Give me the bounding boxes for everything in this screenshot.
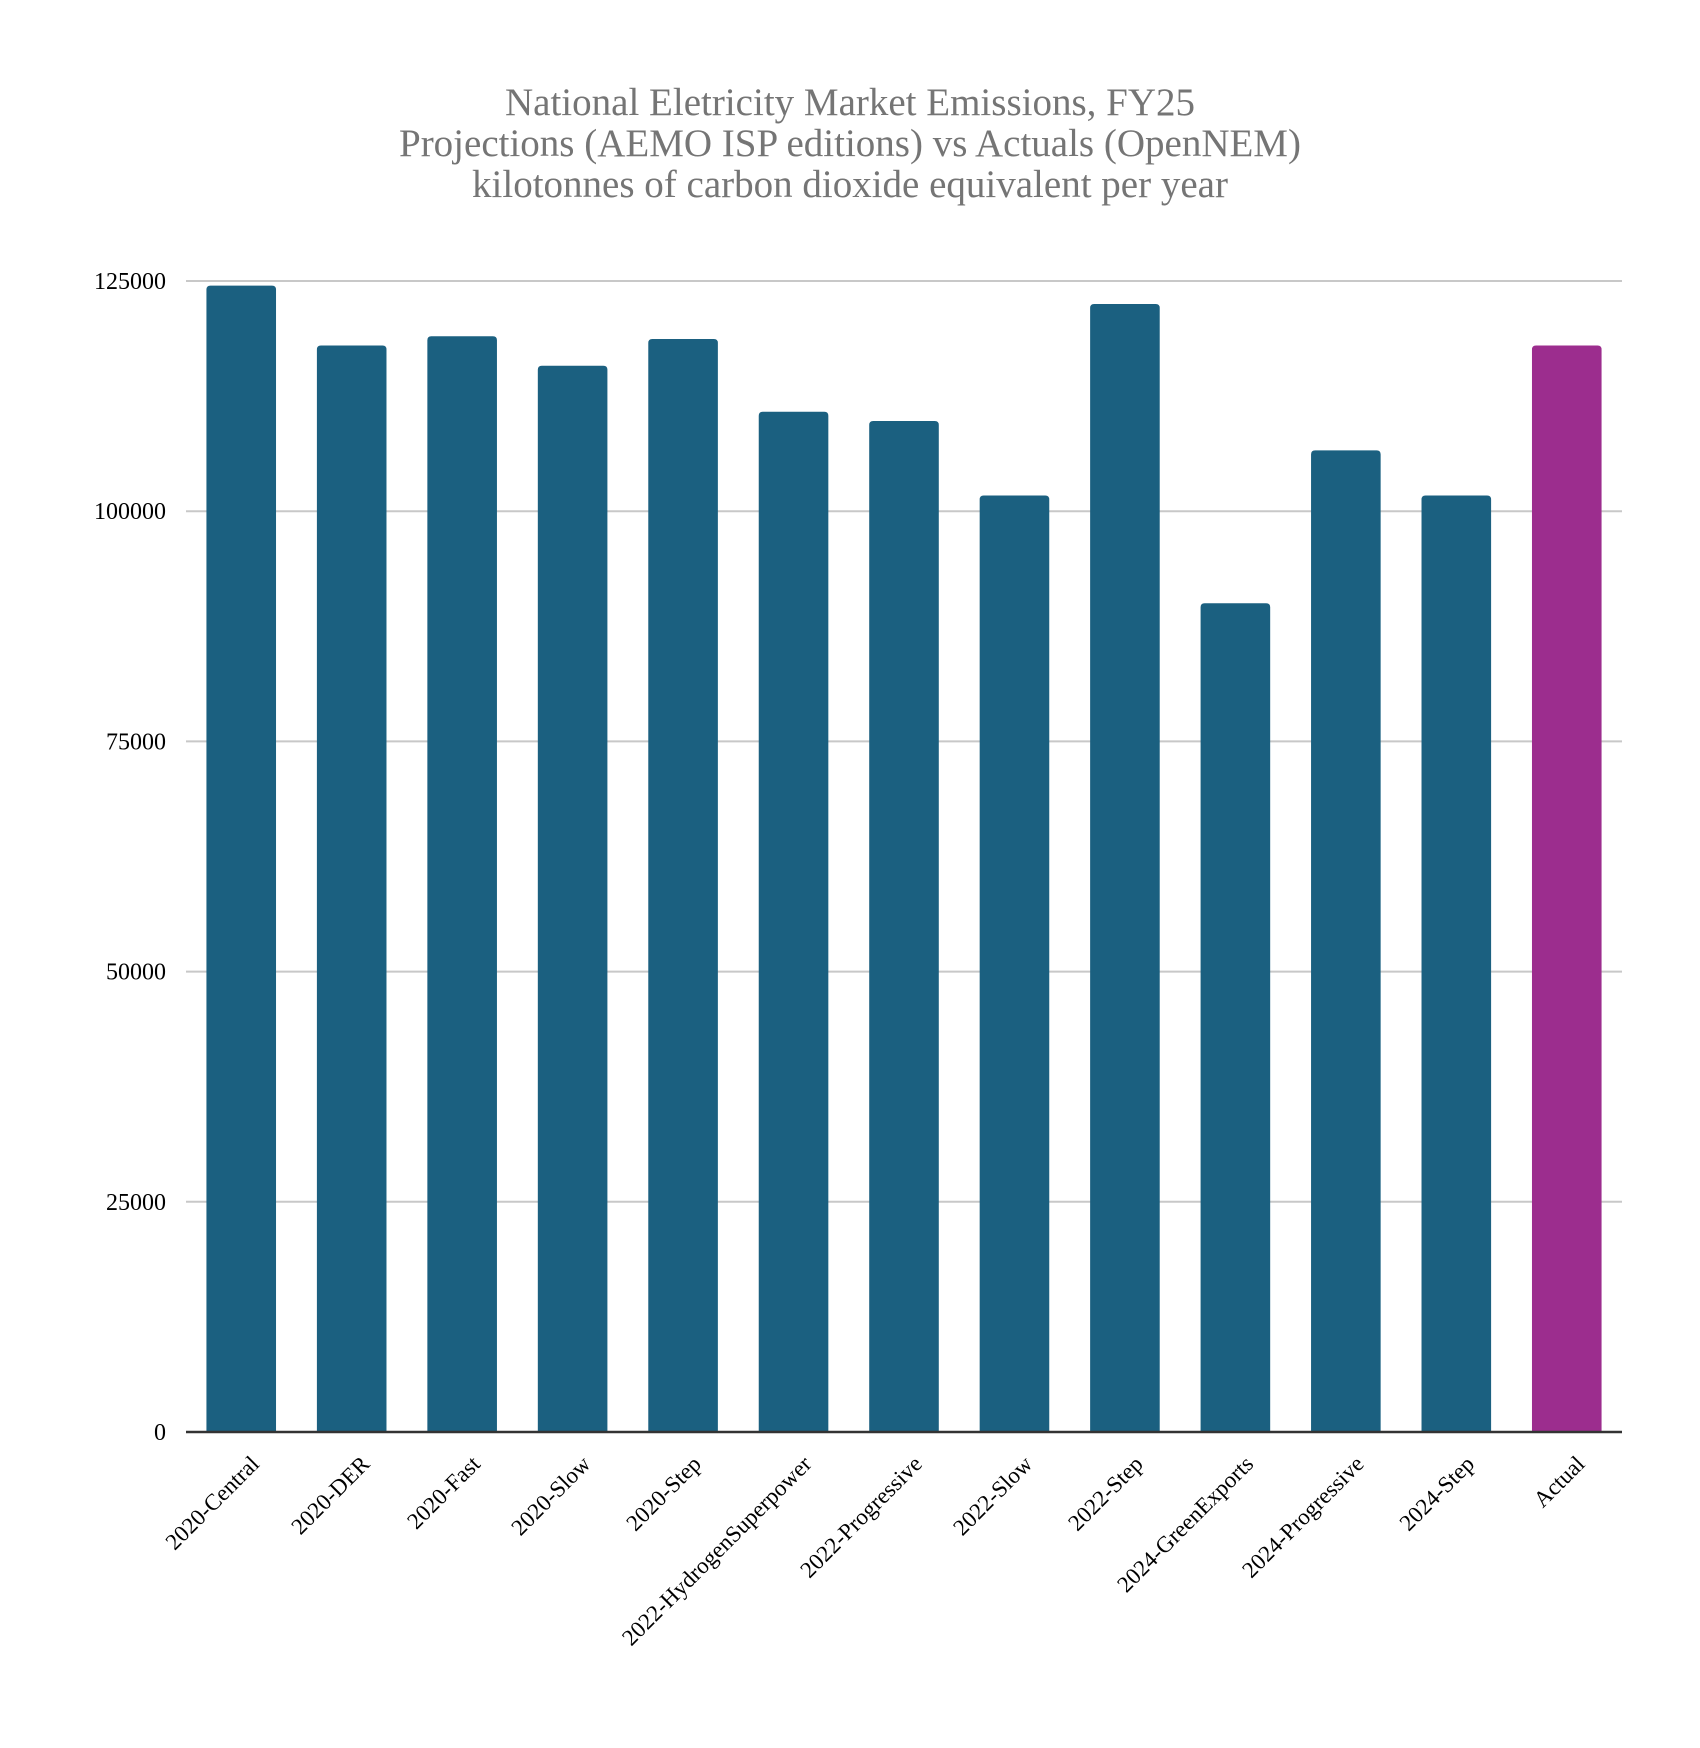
y-tick-label: 100000 [94, 499, 166, 525]
chart-title: National Eletricity Market Emissions, FY… [0, 82, 1700, 205]
x-tick-label: 2020-Central [161, 1451, 264, 1554]
bar-2024-progressive [1311, 450, 1381, 1432]
x-tick-label: 2022-Slow [948, 1451, 1037, 1540]
y-tick-label: 25000 [106, 1190, 166, 1216]
x-tick-label: 2020-DER [286, 1451, 375, 1540]
bar-2020-slow [537, 365, 608, 1432]
chart-title-line-1: National Eletricity Market Emissions, FY… [505, 81, 1195, 124]
bar-2022-progressive [869, 420, 939, 1432]
bar-2024-step [1421, 495, 1492, 1432]
y-tick-label: 75000 [106, 729, 166, 755]
bar-2024-greenexports [1200, 603, 1271, 1432]
y-tick-label: 50000 [106, 960, 166, 986]
x-tick-label: 2022-Progressive [795, 1451, 927, 1583]
y-axis-ticks: 0 25000 50000 75000 100000 125000 [94, 269, 166, 1446]
x-tick-label: 2024-Progressive [1237, 1451, 1369, 1583]
x-tick-label: 2022-HydrogenSuperpower [617, 1451, 816, 1650]
bar-2022-step [1090, 304, 1160, 1432]
bar-2020-fast [427, 336, 497, 1432]
y-tick-label: 0 [154, 1420, 166, 1446]
x-tick-label: 2020-Slow [506, 1451, 595, 1540]
bar-2022-hydrogensuperpower [758, 411, 829, 1432]
bar-2022-slow [979, 495, 1050, 1432]
x-tick-label: 2020-Fast [402, 1451, 485, 1534]
bar-actual [1531, 345, 1602, 1432]
bars [206, 285, 1602, 1433]
y-tick-label: 125000 [94, 269, 166, 295]
chart-title-line-3: kilotonnes of carbon dioxide equivalent … [472, 163, 1228, 206]
x-axis-ticks: 2020-Central 2020-DER 2020-Fast 2020-Slow 20… [161, 1451, 1590, 1651]
bar-2020-der [316, 345, 387, 1432]
x-tick-label: Actual [1529, 1451, 1590, 1512]
bar-2020-step [648, 339, 718, 1433]
chart-title-line-2: Projections (AEMO ISP editions) vs Actua… [399, 122, 1301, 165]
x-tick-label: 2024-Step [1395, 1451, 1480, 1536]
x-tick-label: 2020-Step [621, 1451, 706, 1536]
x-tick-label: 2022-Step [1063, 1451, 1148, 1536]
bar-2020-central [206, 285, 277, 1432]
